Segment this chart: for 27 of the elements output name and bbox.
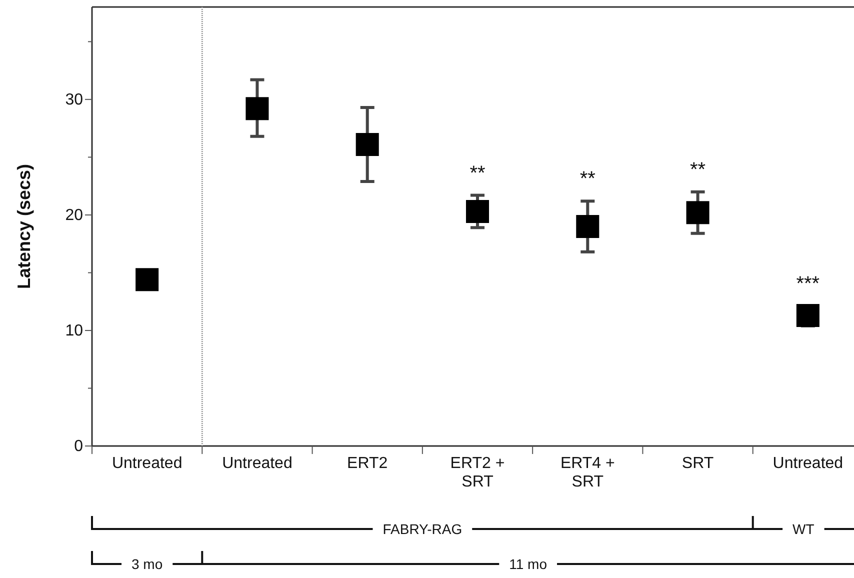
y-tick-label: 0 (74, 438, 84, 456)
text: 3 mo (132, 556, 163, 572)
annotation: ** (580, 168, 596, 190)
x-tick-label: Untreated (112, 455, 182, 472)
x-tick-label: SRT (682, 455, 714, 472)
point (576, 214, 600, 238)
point (796, 304, 820, 328)
y-tick-label: 20 (65, 207, 84, 224)
y-axis-title: Latency (secs) (14, 164, 34, 290)
point (686, 201, 710, 224)
text: 11 mo (509, 556, 548, 572)
point (356, 132, 379, 156)
point (246, 97, 269, 120)
annotation: *** (796, 273, 820, 296)
text: WT (792, 521, 815, 537)
text: FABRY-RAG (382, 521, 462, 537)
x-tick-label: Untreated (222, 455, 292, 472)
point (136, 268, 159, 292)
x-tick-label: ERT2 (347, 455, 388, 472)
x-tick-label: Untreated (772, 455, 844, 472)
y-tick-label: 30 (65, 92, 84, 109)
annotation: ** (470, 162, 486, 184)
annotation: ** (690, 158, 706, 181)
point (466, 200, 490, 223)
x-tick-label: ERT2 + SRT (450, 455, 505, 491)
y-tick-label: 10 (65, 322, 84, 340)
x-tick-label: ERT4 + SRT (560, 455, 615, 491)
